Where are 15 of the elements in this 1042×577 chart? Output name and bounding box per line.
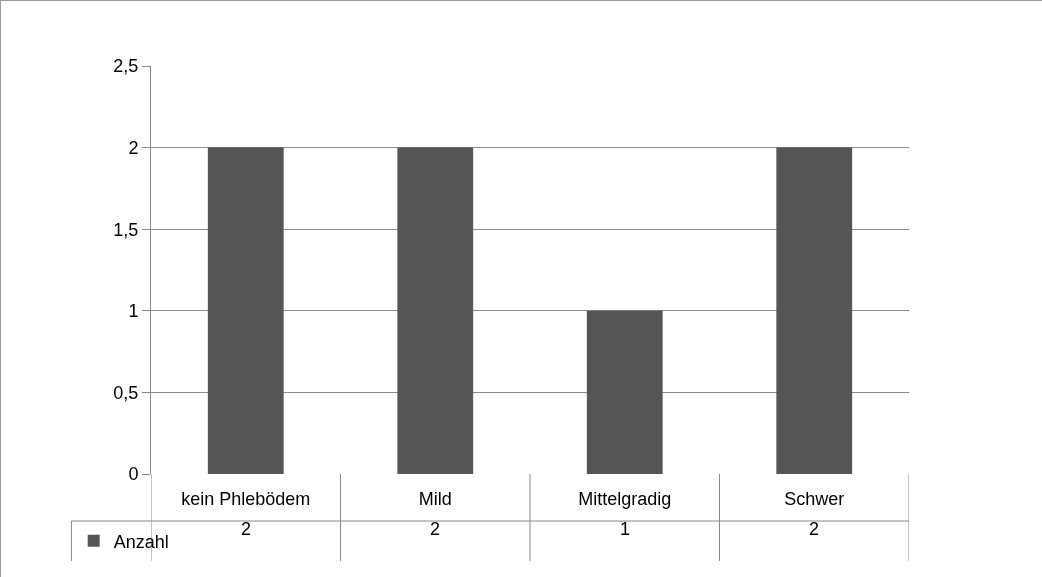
x-tick-label: Schwer [784, 489, 845, 509]
y-tick-label: 0 [128, 464, 139, 485]
data-label: 2 [241, 519, 252, 539]
data-label: 1 [620, 519, 631, 539]
x-tick-label: Mittelgradig [578, 489, 672, 509]
y-tick-label: 2,5 [113, 56, 139, 77]
legend-label: Anzahl [113, 531, 169, 552]
data-label: 2 [430, 519, 441, 539]
x-tick-label: Mild [418, 489, 452, 509]
y-tick-label: 1,5 [113, 219, 139, 240]
y-tick-label: 0,5 [113, 382, 139, 403]
y-tick-label: 1 [128, 301, 139, 322]
y-tick-label: 2 [128, 137, 139, 158]
x-tick-label: kein Phlebödem [181, 489, 311, 509]
data-label: 2 [809, 519, 820, 539]
